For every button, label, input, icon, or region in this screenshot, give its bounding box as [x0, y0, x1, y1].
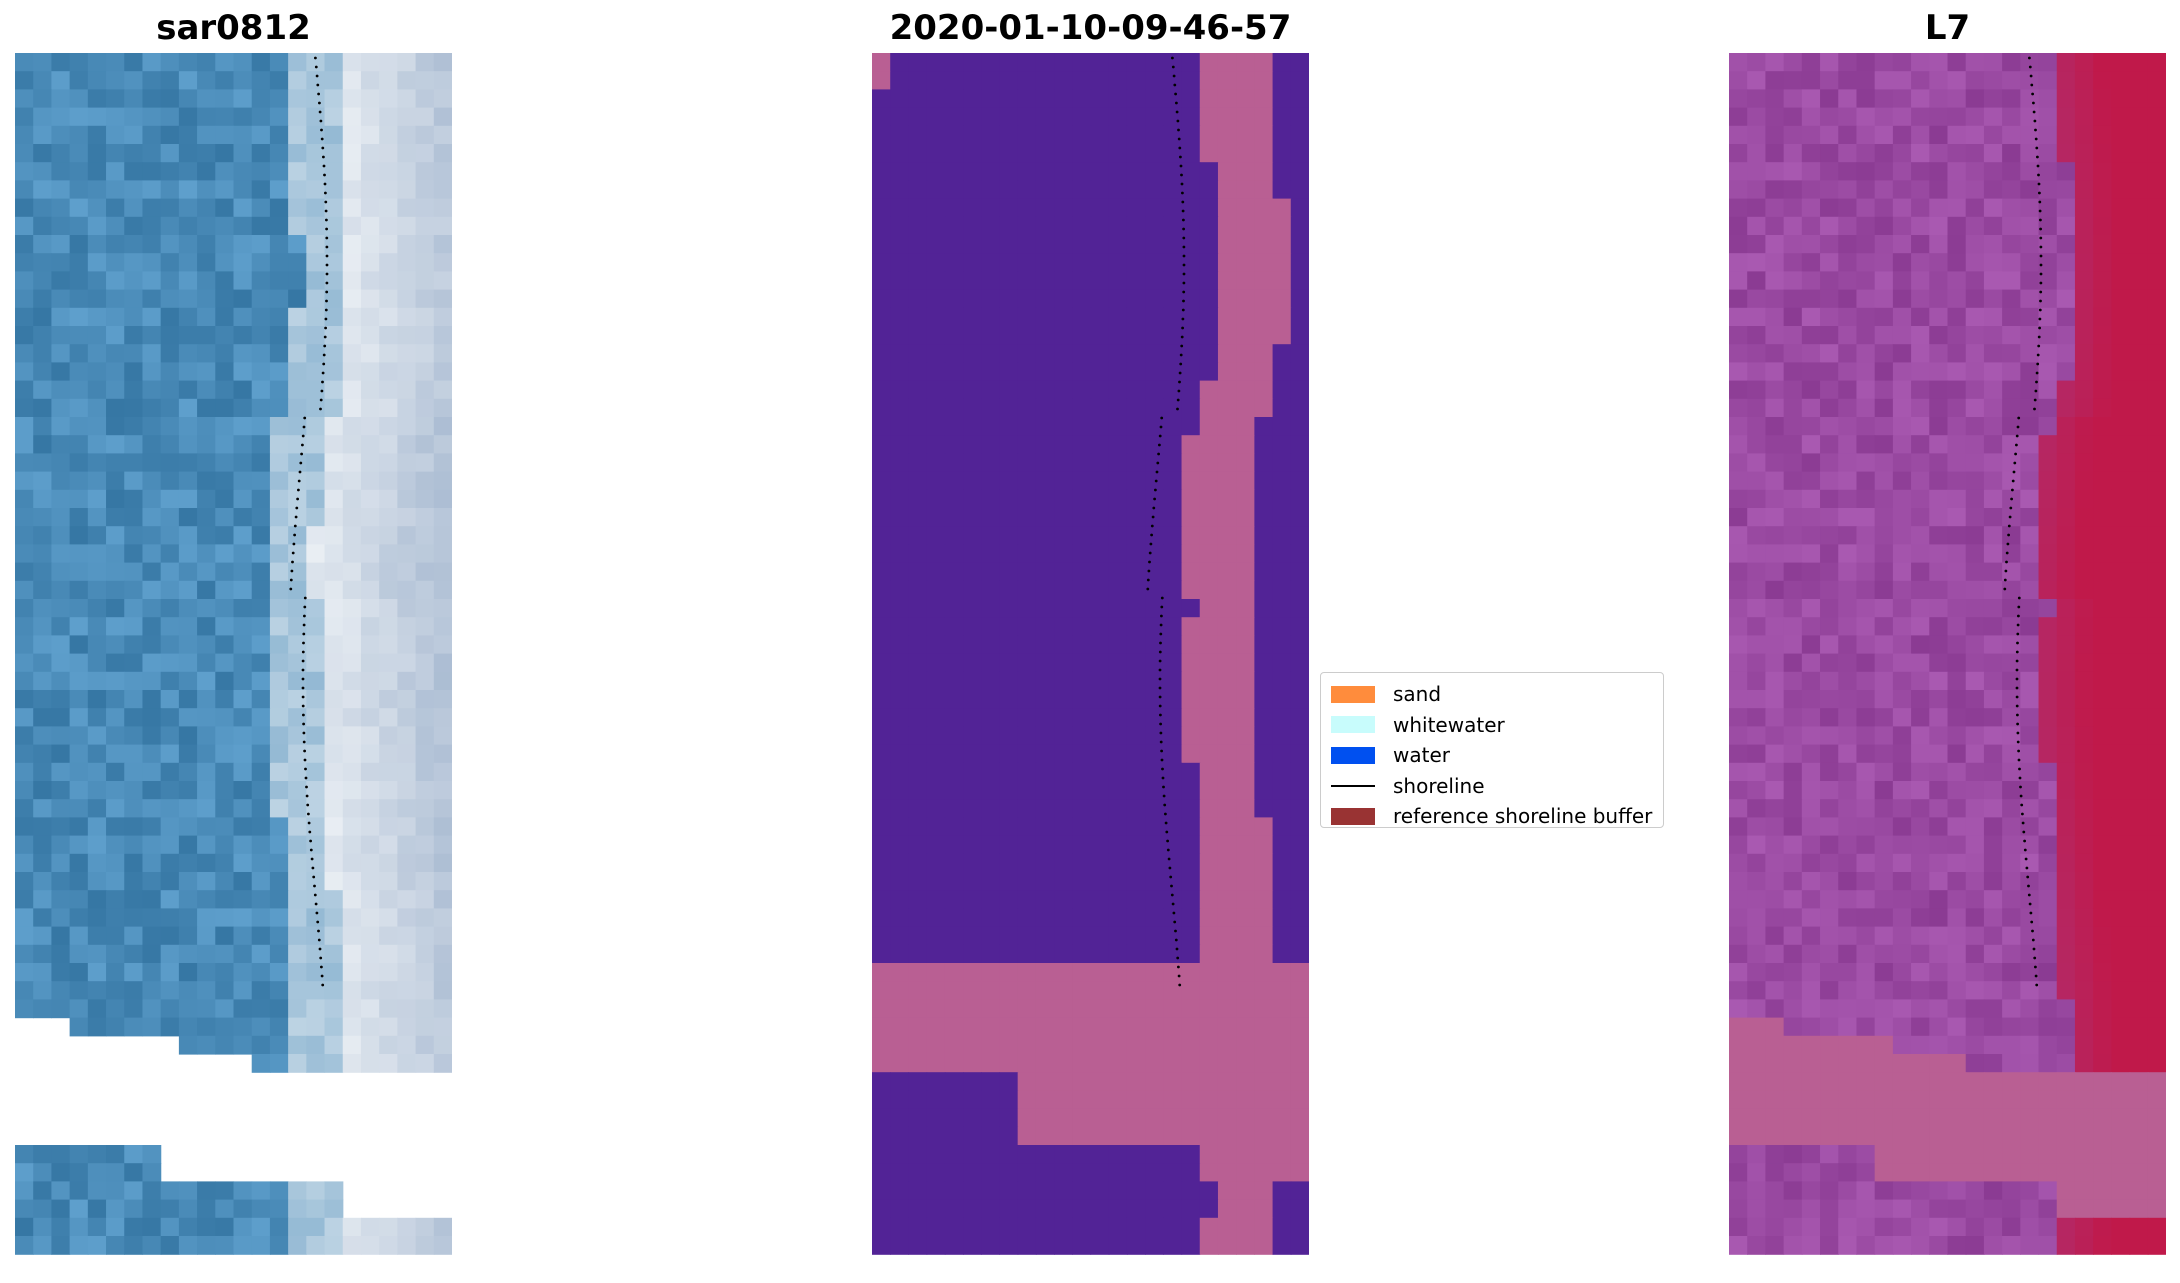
- legend-item-water: water: [1331, 740, 1653, 771]
- legend-item-reference-buffer: reference shoreline buffer: [1331, 801, 1653, 832]
- legend-item-sand: sand: [1331, 679, 1653, 710]
- index-shoreline: [2003, 56, 2043, 987]
- whitewater-swatch: [1331, 716, 1375, 734]
- legend-item-whitewater: whitewater: [1331, 710, 1653, 741]
- legend-label-water: water: [1393, 743, 1450, 768]
- legend: sand whitewater water shoreline referenc…: [1320, 672, 1664, 828]
- index-image-panel: [1729, 53, 2166, 1268]
- rgb-image-panel: [15, 53, 452, 1268]
- rgb-raster: [15, 53, 452, 1255]
- classified-raster: [872, 53, 1309, 1255]
- sand-swatch: [1331, 685, 1375, 703]
- panel-title-rgb: sar0812: [156, 8, 311, 48]
- legend-label-sand: sand: [1393, 682, 1442, 707]
- classified-shoreline: [1146, 56, 1186, 987]
- rgb-shoreline: [289, 56, 329, 987]
- legend-label-whitewater: whitewater: [1393, 712, 1505, 737]
- panel-title-classified: 2020-01-10-09-46-57: [889, 8, 1292, 48]
- classified-image-panel: [872, 53, 1309, 1268]
- legend-label-shoreline: shoreline: [1393, 773, 1485, 798]
- index-raster: [1729, 53, 2166, 1255]
- water-swatch: [1331, 746, 1375, 764]
- panel-title-index: L7: [1924, 8, 1971, 48]
- legend-item-shoreline: shoreline: [1331, 771, 1653, 802]
- legend-label-reference-buffer: reference shoreline buffer: [1393, 804, 1653, 829]
- reference-buffer-swatch: [1331, 807, 1375, 825]
- shoreline-line-swatch: [1331, 784, 1375, 787]
